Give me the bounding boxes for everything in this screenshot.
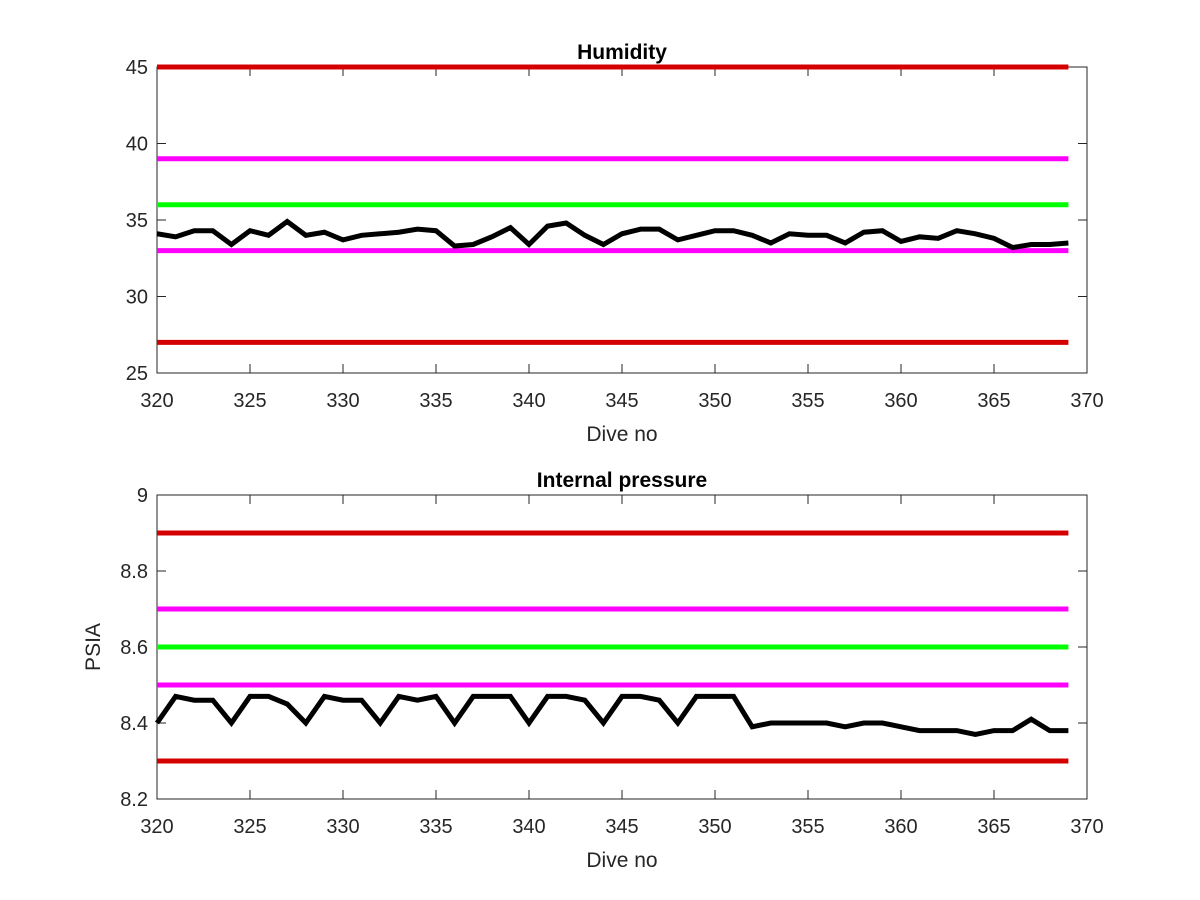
y-tick-label: 45 bbox=[126, 57, 148, 79]
x-tick-label: 370 bbox=[1070, 816, 1103, 838]
x-tick-label: 365 bbox=[977, 816, 1010, 838]
chart-title: Humidity bbox=[577, 41, 667, 64]
y-tick-label: 40 bbox=[126, 134, 148, 156]
y-tick-label: 25 bbox=[126, 363, 148, 385]
x-tick-label: 350 bbox=[698, 816, 731, 838]
internal-pressure-chart: 320 325 330 335 340 345 350 355 360 365 370 8.2 8.4 8… bbox=[82, 469, 1104, 872]
y-axis-label: PSIA bbox=[82, 623, 105, 671]
x-tick-label: 325 bbox=[233, 390, 266, 412]
y-tick-label: 35 bbox=[126, 210, 148, 232]
x-axis-label: Dive no bbox=[586, 423, 657, 446]
series-line bbox=[154, 693, 1069, 737]
x-tick-label: 360 bbox=[884, 390, 917, 412]
x-tick-label: 320 bbox=[140, 816, 173, 838]
x-tick-label: 335 bbox=[419, 390, 452, 412]
x-tick-label: 355 bbox=[791, 816, 824, 838]
humidity-chart: 320 325 330 335 340 345 350 355 360 365 370 25 30 35 4… bbox=[126, 41, 1104, 446]
x-tick-label: 345 bbox=[605, 390, 638, 412]
series-line bbox=[156, 218, 1069, 251]
x-tick-label: 355 bbox=[791, 390, 824, 412]
y-tick-label: 30 bbox=[126, 287, 148, 309]
x-tick-label: 330 bbox=[326, 390, 359, 412]
x-tick-label: 360 bbox=[884, 816, 917, 838]
x-tick-label: 340 bbox=[512, 390, 545, 412]
x-tick-label: 340 bbox=[512, 816, 545, 838]
x-tick-label: 345 bbox=[605, 816, 638, 838]
x-tick-label: 370 bbox=[1070, 390, 1103, 412]
plot-area bbox=[156, 66, 1088, 374]
y-tick-label: 8.4 bbox=[120, 713, 148, 735]
y-tick-label: 9 bbox=[137, 485, 148, 507]
x-tick-label: 365 bbox=[977, 390, 1010, 412]
y-tick-label: 8.8 bbox=[120, 561, 148, 583]
chart-title: Internal pressure bbox=[537, 469, 707, 492]
y-tick-label: 8.6 bbox=[120, 637, 148, 659]
x-tick-label: 325 bbox=[233, 816, 266, 838]
x-tick-label: 350 bbox=[698, 390, 731, 412]
x-tick-label: 330 bbox=[326, 816, 359, 838]
y-tick-label: 8.2 bbox=[120, 789, 148, 811]
x-tick-label: 320 bbox=[140, 390, 173, 412]
x-axis-label: Dive no bbox=[586, 849, 657, 872]
x-tick-label: 335 bbox=[419, 816, 452, 838]
